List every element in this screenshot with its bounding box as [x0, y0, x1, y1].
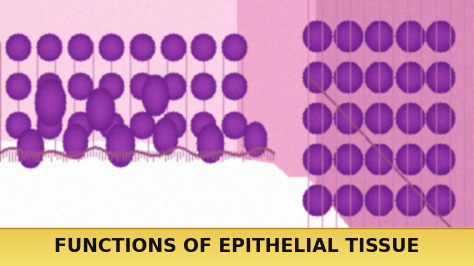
Text: FUNCTIONS OF EPITHELIAL TISSUE: FUNCTIONS OF EPITHELIAL TISSUE — [55, 238, 419, 256]
